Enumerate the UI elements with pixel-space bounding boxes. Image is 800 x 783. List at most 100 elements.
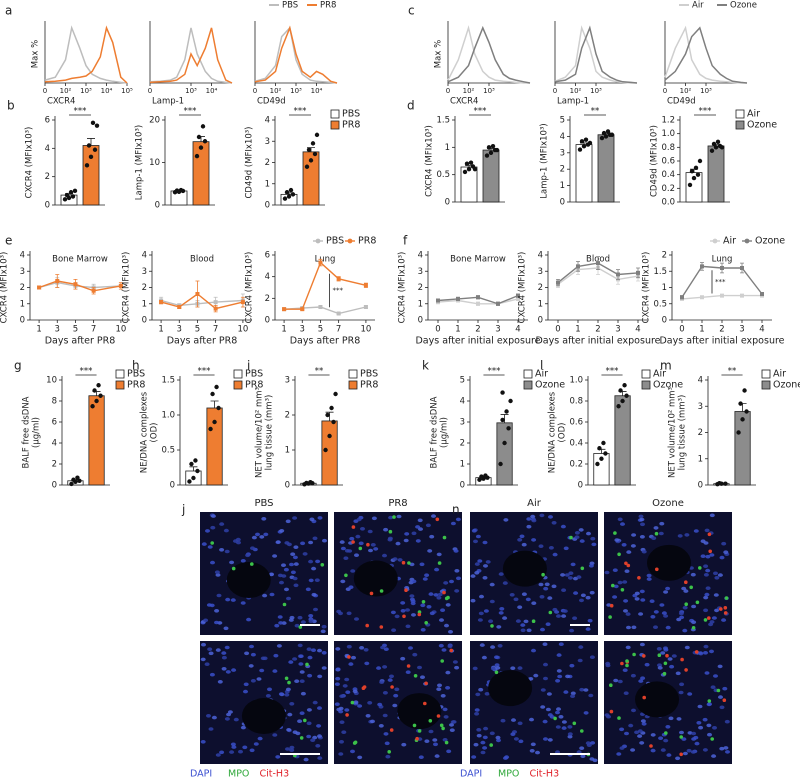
y-tick-label: 0: [698, 481, 703, 491]
nucleus: [583, 711, 589, 715]
stain-spot: [407, 561, 411, 565]
nucleus: [499, 607, 505, 611]
nucleus: [316, 724, 322, 728]
data-point: [576, 264, 580, 269]
data-point: [191, 475, 196, 481]
nucleus: [683, 589, 689, 593]
nucleus: [718, 695, 723, 699]
nucleus: [425, 523, 431, 528]
data-point: [496, 301, 500, 306]
stain-spot: [379, 589, 384, 593]
nucleus: [475, 692, 481, 697]
data-point: [695, 172, 701, 177]
nucleus: [724, 719, 730, 724]
x-tick-label: 10³: [483, 87, 495, 95]
nucleus: [257, 736, 263, 741]
nucleus: [659, 603, 665, 607]
nucleus: [321, 666, 327, 670]
nucleus: [722, 686, 728, 691]
y-axis-label: CXCR4 (MFIx10³): [245, 252, 255, 324]
nucleus: [277, 615, 283, 619]
nucleus: [540, 627, 545, 632]
y-tick-label: 1.5: [653, 267, 667, 277]
x-tick-label: 0: [435, 325, 440, 335]
data-point: [92, 388, 97, 393]
y-tick-label: 1.5: [161, 376, 175, 386]
legend-swatch: [735, 109, 745, 119]
nucleus: [488, 619, 494, 623]
column-label: PR8: [388, 498, 407, 509]
nucleus: [211, 715, 217, 720]
nucleus: [663, 648, 669, 652]
y-axis-label: BALF free dsDNA: [22, 396, 32, 468]
nucleus: [340, 579, 346, 584]
legend-label: PBS: [282, 1, 298, 11]
y-axis-label: NE/DNA complexes: [140, 391, 150, 473]
stain-spot: [723, 611, 728, 615]
nucleus: [653, 526, 659, 530]
y-axis-label: BALF free dsDNA: [430, 396, 440, 468]
legend-marker: [744, 238, 750, 244]
bar: [496, 422, 513, 486]
nucleus: [663, 590, 669, 594]
data-point: [329, 405, 334, 411]
nucleus: [547, 713, 553, 717]
nucleus: [393, 693, 399, 698]
stain-spot: [345, 713, 349, 717]
nucleus: [440, 608, 446, 612]
nucleus: [417, 665, 422, 670]
nucleus: [545, 707, 551, 712]
nucleus: [418, 755, 424, 759]
stain-spot: [569, 535, 573, 540]
nucleus: [286, 728, 292, 732]
y-tick-label: 1.0: [661, 129, 675, 139]
y-tick-label: 2: [418, 283, 423, 293]
nucleus: [564, 573, 570, 577]
significance-label: ***: [198, 367, 211, 377]
nucleus: [656, 647, 662, 651]
data-point: [300, 307, 305, 312]
y-tick-label: 1: [20, 299, 25, 309]
y-tick-label: 0: [20, 316, 25, 326]
stain-label: MPO: [228, 769, 249, 780]
nucleus: [682, 628, 688, 633]
y-axis-label: Lamp-1 (MFIx10³): [540, 123, 550, 198]
stain-spot: [689, 585, 693, 590]
nucleus: [262, 593, 268, 598]
x-tick-label: 5: [73, 325, 78, 335]
nucleus: [658, 531, 664, 536]
y-axis-label: CXCR4 (MFIx10³): [122, 252, 132, 324]
nucleus: [557, 674, 563, 679]
nucleus: [368, 548, 373, 553]
nucleus: [221, 667, 227, 671]
y-tick-label: 2: [20, 283, 25, 293]
chart-title: Lung: [315, 255, 336, 265]
y-tick-label: 2: [45, 172, 50, 182]
nucleus: [556, 614, 561, 618]
nucleus: [260, 656, 266, 661]
data-point: [92, 147, 98, 152]
data-point: [583, 137, 589, 142]
stain-spot: [347, 655, 351, 659]
nucleus: [249, 644, 254, 649]
data-point: [504, 409, 509, 414]
y-tick-label: 0: [460, 481, 465, 491]
nucleus: [679, 730, 684, 735]
x-tick-label: 10: [237, 325, 248, 335]
data-point: [486, 145, 492, 150]
nucleus: [678, 611, 684, 616]
nucleus: [308, 578, 314, 583]
legend-swatch: [330, 120, 340, 130]
nucleus: [494, 663, 500, 667]
nucleus: [424, 739, 430, 743]
nucleus: [429, 611, 435, 616]
nucleus: [285, 687, 291, 692]
y-tick-label: 0.4: [569, 439, 583, 449]
nucleus: [567, 732, 573, 736]
nucleus: [546, 692, 552, 696]
stain-spot: [572, 721, 577, 726]
significance-label: **: [728, 367, 737, 377]
panel-letter: i: [247, 359, 250, 373]
nucleus: [471, 529, 477, 533]
nucleus: [690, 750, 696, 754]
